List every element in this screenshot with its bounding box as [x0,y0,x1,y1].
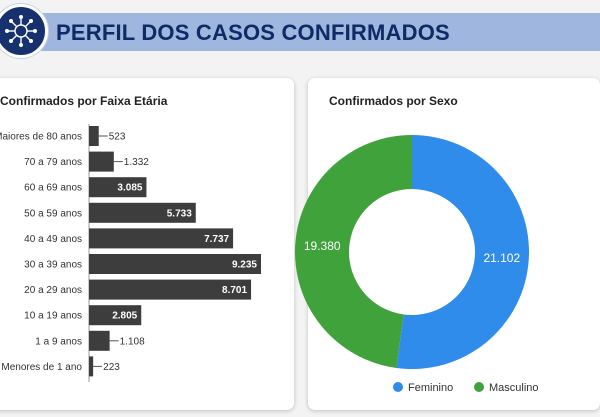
page-title: PERFIL DOS CASOS CONFIRMADOS [56,20,450,45]
age-bar [89,305,142,326]
donut-slice [294,135,412,368]
age-value-label: 223 [103,362,120,373]
donut-value-label: 19.380 [304,239,341,253]
age-value-label: 8.701 [222,285,247,296]
age-category-label: Maiores de 80 anos [0,132,82,143]
age-value-label: 5.733 [167,208,192,219]
age-value-label: 3.085 [117,183,142,194]
legend-label: Masculino [489,382,539,394]
legend-label: Feminino [408,382,453,394]
age-value-label: 1.332 [124,157,149,168]
age-bar [89,356,94,377]
age-value-label: 1.108 [120,336,145,347]
age-bar [89,177,147,198]
age-category-label: 20 a 29 anos [24,285,82,296]
age-value-label: 523 [109,132,126,143]
age-category-label: 30 a 39 anos [24,260,82,271]
age-bar [89,151,114,172]
age-bar [89,202,196,223]
legend-marker [393,382,403,392]
age-value-label: 2.805 [112,311,137,322]
virus-network-icon [0,4,48,58]
age-category-label: 50 a 59 anos [24,208,82,219]
age-category-label: 10 a 19 anos [24,311,82,322]
sex-chart-title: Confirmados por Sexo [329,94,458,108]
age-bar [89,330,110,351]
age-chart-title: Confirmados por Faixa Etária [0,94,168,108]
legend-marker [474,382,484,392]
age-category-label: 1 a 9 anos [35,336,82,347]
virus-network-icon-graphic [5,15,37,47]
donut-slice [396,135,529,369]
age-category-label: 70 a 79 anos [24,157,82,168]
age-category-label: 40 a 49 anos [24,234,82,245]
age-value-label: 7.737 [204,234,229,245]
age-bar [89,228,234,249]
age-category-label: 60 a 69 anos [24,183,82,194]
age-bar [89,126,99,146]
donut-value-label: 21.102 [483,251,520,265]
header-band [10,13,600,51]
age-category-label: Menores de 1 ano [1,362,82,373]
age-bar [89,279,252,300]
age-value-label: 9.235 [232,260,257,271]
age-bar [89,254,261,274]
